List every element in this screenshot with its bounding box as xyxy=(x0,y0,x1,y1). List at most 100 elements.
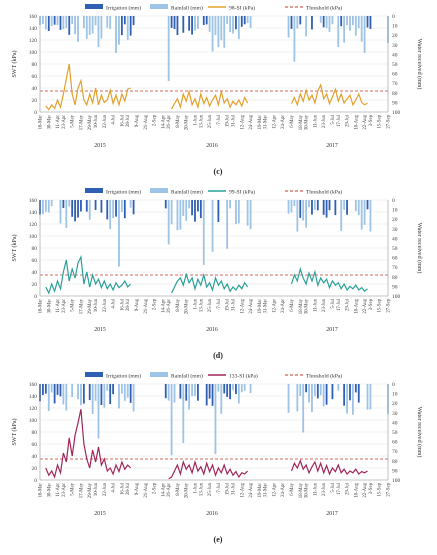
irrigation-bar xyxy=(44,384,47,394)
rainfall-bar xyxy=(185,200,188,221)
y2-axis-label: Water received (mm) xyxy=(416,39,423,90)
irrigation-bar xyxy=(109,384,112,405)
irrigation-bar xyxy=(343,384,346,406)
rainfall-bar xyxy=(296,384,299,412)
rainfall-bar xyxy=(71,384,74,398)
y2-tick-label: 70 xyxy=(392,449,398,455)
rainfall-bar xyxy=(109,200,112,230)
rainfall-bar xyxy=(179,200,182,230)
x-tick-label: 24-Aug xyxy=(249,114,254,129)
y-axis-label: SWT (kPa) xyxy=(11,50,18,77)
series-line xyxy=(171,89,249,110)
rainfall-bar xyxy=(118,384,120,409)
y2-tick-label: 50 xyxy=(392,246,398,252)
irrigation-bar xyxy=(120,16,123,36)
y-tick-label: 60 xyxy=(32,258,38,264)
panel-label: (e) xyxy=(214,535,223,544)
rainfall-bar xyxy=(217,384,220,392)
irrigation-bar xyxy=(129,16,132,36)
x-tick-label: 15-Sep xyxy=(378,114,383,128)
panel-0: Irrigation (mm) Rainfall (mm) 98-SI (kPa) T… xyxy=(11,4,423,176)
series-line xyxy=(45,254,132,295)
y2-tick-label: 80 xyxy=(392,275,398,281)
rainfall-bar xyxy=(352,16,354,26)
irrigation-bar xyxy=(182,16,185,33)
x-tick-label: 23-Jun xyxy=(322,114,327,128)
rainfall-bar xyxy=(71,16,74,25)
x-tick-label: 28-Jul xyxy=(126,482,131,495)
x-tick-label: 24-Aug xyxy=(249,482,254,497)
rainfall-bar xyxy=(82,16,85,29)
rainfall-bar xyxy=(112,200,115,219)
x-tick-label: 30-Mar xyxy=(47,483,52,498)
y2-tick-label: 30 xyxy=(392,43,398,49)
rainfall-bar xyxy=(337,384,340,391)
irrigation-bar xyxy=(80,200,82,212)
irrigation-bar xyxy=(179,384,182,399)
irrigation-bar xyxy=(59,384,62,397)
rainfall-bar xyxy=(77,384,79,400)
rainfall-bar xyxy=(346,16,348,26)
y2-tick-label: 80 xyxy=(392,91,398,97)
x-tick-label: 22-Aug xyxy=(363,298,368,313)
rainfall-bar xyxy=(123,384,126,401)
rainfall-bar xyxy=(94,384,97,401)
irrigation-bar xyxy=(311,200,313,215)
irrigation-bar xyxy=(53,16,56,25)
series-line xyxy=(171,272,249,294)
x-tick-label: 12-Apr xyxy=(272,299,277,313)
irrigation-bar xyxy=(197,200,199,212)
x-tick-label: 29-Jul xyxy=(346,114,351,127)
rainfall-bar xyxy=(237,16,240,40)
y2-tick-label: 0 xyxy=(392,14,395,20)
irrigation-bar xyxy=(325,384,328,405)
rainfall-bar xyxy=(287,384,290,413)
rainfall-bar xyxy=(305,16,308,37)
rainfall-bar xyxy=(366,384,369,410)
rainfall-bar xyxy=(56,16,59,26)
rainfall-bar xyxy=(167,200,170,245)
rainfall-bar xyxy=(129,200,132,208)
irrigation-bar xyxy=(322,200,325,215)
y-axis-label: SWT (kPa) xyxy=(11,234,18,261)
legend-swatch xyxy=(150,188,168,193)
x-tick-label: 14-Apr xyxy=(161,299,166,313)
x-tick-label: 31-Mar xyxy=(264,299,269,314)
x-tick-label: 1-Jun xyxy=(193,114,198,125)
y-tick-label: 20 xyxy=(32,466,38,472)
rainfall-bar xyxy=(232,16,234,34)
y2-tick-label: 20 xyxy=(392,33,398,39)
x-tick-label: 12-Aug xyxy=(240,482,245,497)
series-line xyxy=(290,83,368,107)
x-tick-label: 20-May xyxy=(185,482,190,498)
x-tick-label: 18-May xyxy=(299,482,304,498)
y2-tick-label: 50 xyxy=(392,62,398,68)
x-tick-label: 22-Aug xyxy=(363,114,368,129)
legend-entry: Rainfall (mm) xyxy=(171,373,203,380)
x-tick-label: 21-Aug xyxy=(144,298,149,313)
panel-2: Irrigation (mm) Rainfall (mm) 133-SI (kPa)… xyxy=(11,372,423,544)
irrigation-bar xyxy=(346,200,348,215)
rainfall-bar xyxy=(68,200,71,207)
irrigation-bar xyxy=(205,384,208,406)
irrigation-bar xyxy=(331,384,334,400)
legend-entry: 99-SI (kPa) xyxy=(229,189,255,196)
legend-swatch xyxy=(150,372,168,377)
irrigation-bar xyxy=(185,384,188,401)
rainfall-bar xyxy=(214,16,217,35)
x-tick-label: 29-May xyxy=(88,114,93,130)
rainfall-bar xyxy=(100,16,103,39)
rainfall-bar xyxy=(293,16,296,62)
rainfall-bar xyxy=(287,200,290,214)
legend-entry: Rainfall (mm) xyxy=(171,189,203,196)
irrigation-bar xyxy=(369,16,372,29)
irrigation-bar xyxy=(132,16,135,26)
y2-tick-label: 90 xyxy=(392,468,398,474)
x-tick-label: 12-Aug xyxy=(240,298,245,313)
y2-tick-label: 90 xyxy=(392,100,398,106)
rainfall-bar xyxy=(287,16,290,38)
legend-swatch xyxy=(150,4,168,9)
irrigation-bar xyxy=(322,16,325,28)
irrigation-bar xyxy=(357,384,360,403)
rainfall-bar xyxy=(167,384,170,401)
